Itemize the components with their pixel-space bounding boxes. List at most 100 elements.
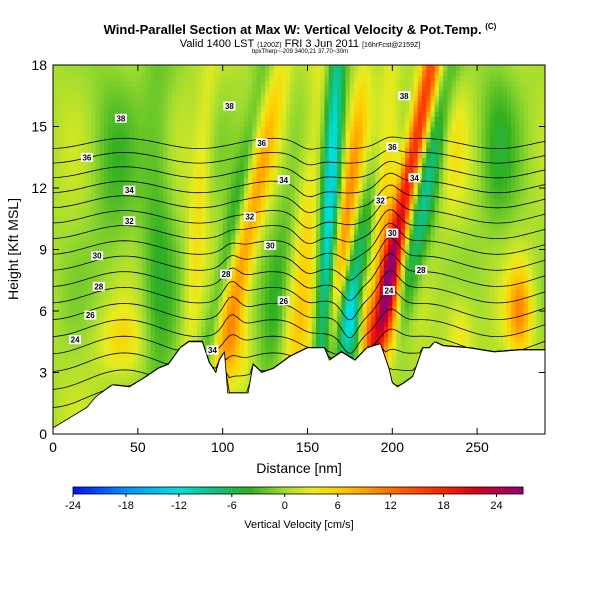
- w-cell: [315, 106, 321, 112]
- w-cell: [99, 172, 105, 179]
- w-cell: [214, 362, 220, 368]
- w-cell: [260, 259, 266, 266]
- w-cell: [82, 290, 88, 297]
- w-cell: [328, 172, 334, 179]
- w-cell: [91, 131, 97, 138]
- w-cell: [142, 147, 147, 153]
- w-cell: [176, 100, 181, 107]
- w-cell: [290, 300, 296, 307]
- w-cell: [86, 141, 92, 148]
- w-cell: [243, 193, 249, 199]
- w-cell: [53, 75, 58, 81]
- w-cell: [176, 167, 181, 174]
- w-cell: [337, 111, 343, 117]
- w-cell: [61, 208, 67, 215]
- w-cell: [269, 357, 275, 363]
- w-cell: [248, 182, 253, 189]
- w-cell: [341, 259, 347, 266]
- w-cell: [171, 305, 177, 312]
- w-cell: [53, 136, 58, 143]
- w-cell: [112, 249, 118, 256]
- w-cell: [180, 280, 186, 286]
- w-cell: [171, 80, 177, 87]
- w-cell: [78, 90, 84, 97]
- w-cell: [197, 229, 203, 235]
- w-cell: [112, 182, 118, 189]
- w-cell: [218, 75, 224, 81]
- w-cell: [74, 177, 80, 184]
- w-cell: [307, 223, 313, 230]
- w-cell: [91, 213, 97, 220]
- w-cell: [222, 141, 228, 148]
- w-cell: [125, 285, 130, 292]
- w-cell: [226, 321, 232, 327]
- w-cell: [180, 90, 186, 97]
- w-cell: [69, 218, 75, 225]
- w-cell: [133, 141, 139, 148]
- w-cell: [256, 316, 262, 322]
- w-cell: [197, 157, 203, 163]
- w-cell: [328, 223, 334, 230]
- w-cell: [265, 234, 270, 240]
- w-cell: [133, 357, 139, 363]
- w-cell: [95, 352, 101, 358]
- w-cell: [277, 131, 283, 138]
- w-cell: [315, 275, 321, 281]
- w-cell: [112, 65, 118, 71]
- w-cell: [273, 357, 279, 363]
- w-cell: [205, 106, 211, 112]
- w-cell: [243, 336, 249, 343]
- w-cell: [231, 321, 236, 327]
- w-cell: [137, 100, 143, 107]
- w-cell: [103, 244, 109, 251]
- w-cell: [324, 285, 330, 292]
- w-cell: [116, 295, 122, 302]
- w-cell: [57, 321, 63, 327]
- w-cell: [137, 75, 143, 81]
- w-cell: [332, 126, 338, 133]
- w-cell: [328, 193, 334, 199]
- w-cell: [78, 244, 84, 251]
- w-cell: [163, 259, 169, 266]
- w-cell: [167, 254, 173, 261]
- w-cell: [86, 136, 92, 143]
- w-cell: [150, 244, 156, 251]
- w-cell: [82, 393, 88, 399]
- w-cell: [328, 126, 334, 133]
- w-cell: [120, 372, 126, 379]
- w-cell: [95, 95, 101, 102]
- w-cell: [218, 70, 224, 76]
- w-cell: [78, 116, 84, 122]
- w-cell: [176, 280, 181, 286]
- w-cell: [82, 234, 88, 240]
- w-cell: [150, 362, 156, 368]
- w-cell: [95, 259, 101, 266]
- w-cell: [231, 182, 236, 189]
- w-cell: [332, 121, 338, 128]
- w-cell: [53, 382, 58, 389]
- w-cell: [171, 198, 177, 204]
- w-cell: [125, 116, 130, 122]
- w-cell: [269, 305, 275, 312]
- w-cell: [91, 382, 97, 389]
- w-cell: [197, 152, 203, 158]
- w-cell: [154, 234, 160, 240]
- w-cell: [273, 147, 279, 153]
- w-cell: [74, 331, 80, 338]
- w-cell: [218, 208, 224, 215]
- w-cell: [53, 121, 58, 128]
- w-cell: [265, 95, 270, 102]
- w-cell: [167, 331, 173, 338]
- w-cell: [231, 264, 236, 271]
- w-cell: [120, 239, 126, 245]
- w-cell: [197, 213, 203, 220]
- w-cell: [99, 341, 105, 348]
- w-cell: [243, 259, 249, 266]
- w-cell: [103, 198, 109, 204]
- w-cell: [294, 311, 300, 317]
- w-cell: [337, 295, 343, 302]
- w-cell: [82, 136, 88, 143]
- w-cell: [328, 65, 334, 71]
- w-cell: [277, 275, 283, 281]
- w-cell: [65, 362, 71, 368]
